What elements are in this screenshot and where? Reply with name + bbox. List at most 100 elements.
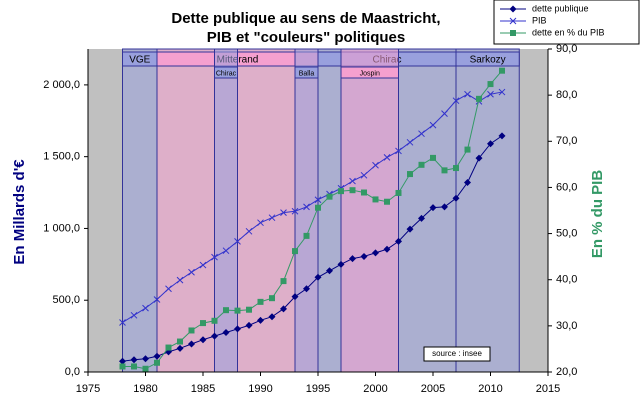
- marker: [291, 293, 299, 301]
- y-tick-label: 500,0: [52, 294, 80, 306]
- y-axis-label: En Millards d'€: [11, 159, 28, 265]
- x-tick-label: 1975: [76, 383, 100, 395]
- y2-tick-label: 60,0: [556, 181, 577, 193]
- legend-label: dette publique: [532, 3, 589, 13]
- y-tick-label: 2 000,0: [43, 79, 80, 91]
- marker: [211, 317, 218, 324]
- marker: [119, 319, 126, 326]
- marker: [349, 255, 356, 263]
- y2-tick-label: 90,0: [556, 43, 577, 55]
- marker: [211, 332, 218, 340]
- chart-title: Dette publique au sens de Maastricht,: [171, 10, 440, 27]
- marker: [441, 110, 448, 117]
- marker: [200, 320, 206, 327]
- marker: [119, 357, 126, 365]
- period-band: [455, 48, 520, 373]
- marker: [418, 214, 425, 222]
- period-band: [214, 48, 238, 373]
- chart-title: PIB et "couleurs" politiques: [207, 29, 405, 46]
- period-label: Balla: [299, 70, 315, 77]
- x-tick-label: 1995: [306, 383, 330, 395]
- period-label: Chirac: [216, 70, 237, 77]
- marker: [395, 189, 402, 196]
- marker: [337, 260, 345, 268]
- marker: [464, 146, 471, 153]
- y2-tick-label: 20,0: [556, 366, 577, 378]
- marker: [280, 209, 287, 217]
- marker: [453, 165, 459, 172]
- series-line: [122, 91, 503, 323]
- period-header: [455, 51, 520, 67]
- period-band: [294, 48, 319, 373]
- marker: [303, 203, 310, 211]
- marker: [464, 179, 471, 187]
- x-tick-label: 1985: [191, 383, 215, 395]
- marker: [418, 130, 425, 138]
- marker: [199, 336, 207, 344]
- marker: [407, 171, 413, 178]
- marker: [372, 249, 379, 257]
- marker: [292, 248, 298, 255]
- marker: [314, 196, 322, 204]
- period-band: [340, 48, 399, 373]
- y2-tick-label: 70,0: [556, 135, 577, 147]
- marker: [441, 203, 448, 211]
- marker: [326, 267, 333, 275]
- marker: [395, 147, 402, 155]
- x-tick-label: 1980: [133, 383, 157, 395]
- marker: [142, 365, 149, 372]
- marker: [188, 340, 195, 348]
- marker: [142, 304, 149, 312]
- marker: [498, 132, 506, 140]
- y2-tick-label: 30,0: [556, 320, 577, 332]
- series-line: [122, 70, 503, 370]
- marker: [188, 268, 195, 276]
- annotation-box: [423, 346, 491, 362]
- marker: [464, 90, 471, 98]
- marker: [131, 363, 137, 370]
- marker: [452, 97, 460, 105]
- marker: [269, 295, 275, 302]
- marker: [303, 285, 310, 293]
- y2-tick-label: 80,0: [556, 89, 577, 101]
- y-tick-label: 1 000,0: [43, 222, 80, 234]
- marker: [360, 252, 368, 260]
- marker: [234, 307, 241, 314]
- legend-box: [493, 0, 640, 45]
- marker: [130, 311, 138, 319]
- marker: [245, 227, 253, 235]
- x-tick-label: 2005: [421, 383, 445, 395]
- marker: [153, 352, 161, 360]
- marker: [280, 278, 287, 285]
- marker: [188, 327, 195, 334]
- marker: [153, 296, 161, 303]
- x-tick-label: 2000: [363, 383, 387, 395]
- marker: [499, 67, 505, 74]
- marker: [222, 247, 230, 255]
- y2-tick-label: 40,0: [556, 274, 577, 286]
- marker: [245, 321, 253, 329]
- marker: [509, 17, 517, 25]
- period-header: [214, 66, 238, 79]
- y-tick-label: 1 500,0: [43, 151, 80, 163]
- marker: [234, 325, 241, 333]
- marker: [395, 237, 402, 245]
- marker: [257, 316, 264, 324]
- period-label: Jospin: [360, 70, 380, 77]
- marker: [314, 273, 322, 281]
- marker: [119, 363, 126, 370]
- legend-label: dette en % du PIB: [532, 27, 605, 37]
- marker: [418, 161, 425, 168]
- marker: [246, 306, 252, 313]
- marker: [383, 154, 391, 161]
- marker: [268, 313, 276, 321]
- legend-label: PIB: [532, 15, 547, 25]
- marker: [338, 188, 344, 195]
- marker: [176, 276, 184, 284]
- marker: [176, 344, 184, 352]
- marker: [429, 121, 437, 129]
- marker: [326, 193, 333, 200]
- period-band: [122, 48, 158, 373]
